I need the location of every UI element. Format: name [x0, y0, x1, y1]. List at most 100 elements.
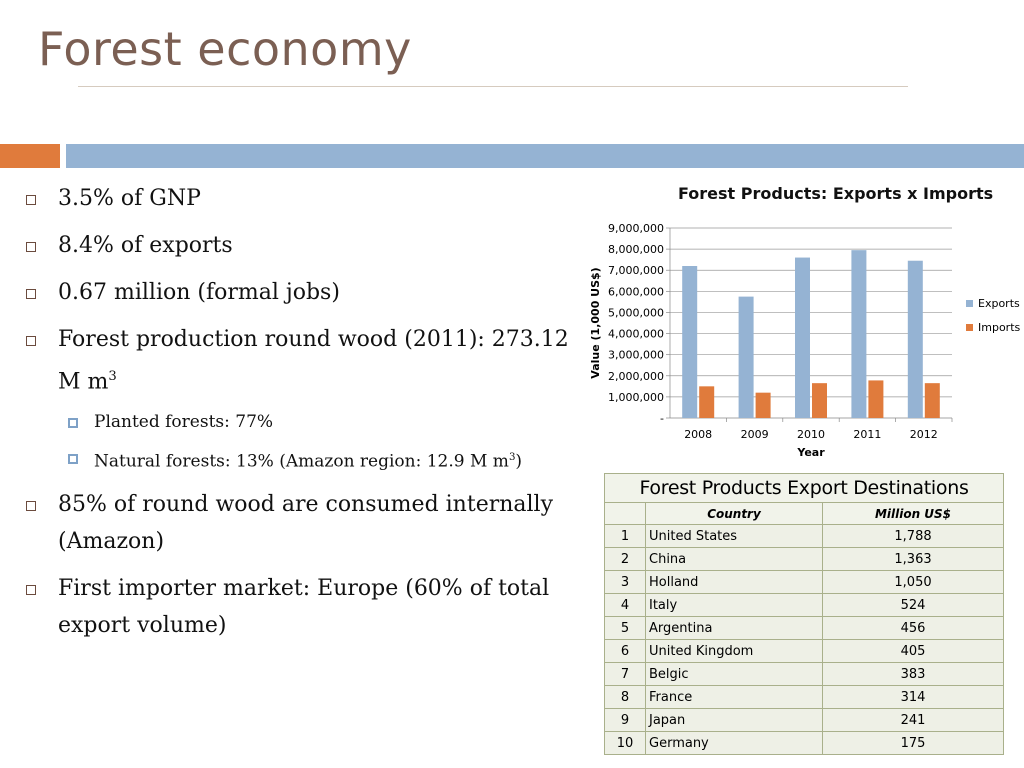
- y-axis-label: Value (1,000 US$): [589, 267, 602, 378]
- x-axis-label: Year: [796, 446, 825, 459]
- row-rank: 9: [604, 708, 646, 732]
- y-tick-label: -: [660, 412, 664, 425]
- table-row: 6 United Kingdom 405: [604, 639, 1004, 663]
- legend-swatch-exports: [966, 300, 973, 307]
- bullet-superscript: 3: [108, 369, 117, 384]
- sub-bullet-tail: ): [515, 451, 523, 472]
- bullet-text: 8.4% of exports: [58, 233, 233, 258]
- bullet-square-icon: [26, 289, 36, 299]
- accent-band-blue: [66, 144, 1024, 168]
- bar-imports: [755, 392, 771, 418]
- sub-bullet-item: Natural forests: 13% (Amazon region: 12.…: [22, 446, 582, 474]
- bullet-square-icon: [26, 584, 36, 595]
- x-tick-label: 2009: [741, 428, 769, 441]
- row-country: Italy: [645, 593, 823, 617]
- bullet-list: 3.5% of GNP 8.4% of exports 0.67 million…: [22, 180, 582, 654]
- bullet-text: 85% of round wood are consumed internall…: [58, 491, 554, 554]
- row-value: 241: [822, 708, 1004, 732]
- row-rank: 4: [604, 593, 646, 617]
- row-rank: 7: [604, 662, 646, 686]
- y-tick-label: 5,000,000: [608, 306, 664, 319]
- x-tick-label: 2011: [853, 428, 881, 441]
- row-rank: 8: [604, 685, 646, 709]
- bullet-square-icon: [26, 336, 36, 346]
- bullet-text: First importer market: Europe (60% of to…: [58, 575, 550, 638]
- x-tick-label: 2010: [797, 428, 825, 441]
- table-row: 4 Italy 524: [604, 593, 1004, 617]
- bar-exports: [682, 266, 698, 418]
- table-row: 2 China 1,363: [604, 547, 1004, 571]
- bar-exports: [907, 260, 923, 418]
- accent-band-orange: [0, 144, 60, 168]
- table-header-row: Country Million US$: [604, 502, 1004, 525]
- table-row: 7 Belgic 383: [604, 662, 1004, 686]
- row-rank: 6: [604, 639, 646, 663]
- sub-bullet-square-icon: [68, 418, 78, 429]
- sub-bullet-square-icon: [68, 454, 78, 465]
- exports-imports-chart: - 1,000,000 2,000,000 3,000,000 4,000,000 5,0…: [589, 222, 1021, 459]
- header-country: Country: [645, 502, 823, 525]
- row-value: 314: [822, 685, 1004, 709]
- row-value: 1,050: [822, 570, 1004, 594]
- table-row: 10 Germany 175: [604, 731, 1004, 755]
- y-tick-label: 1,000,000: [608, 391, 664, 404]
- row-country: United Kingdom: [645, 639, 823, 663]
- sub-bullet-text: Planted forests: 77%: [94, 412, 274, 433]
- bullet-square-icon: [26, 195, 36, 205]
- export-destinations-table: Forest Products Export Destinations Coun…: [604, 473, 1004, 755]
- row-rank: 1: [604, 524, 646, 548]
- row-country: Holland: [645, 570, 823, 594]
- header-rank: [604, 502, 646, 525]
- row-rank: 5: [604, 616, 646, 640]
- bullet-text: Forest production round wood (2011): 273…: [58, 327, 569, 395]
- bullet-item: 3.5% of GNP: [22, 180, 582, 217]
- row-value: 1,363: [822, 547, 1004, 571]
- table-row: 9 Japan 241: [604, 708, 1004, 732]
- row-value: 383: [822, 662, 1004, 686]
- row-value: 1,788: [822, 524, 1004, 548]
- bullet-square-icon: [26, 500, 36, 511]
- y-tick-label: 7,000,000: [608, 264, 664, 277]
- x-tick-label: 2008: [684, 428, 712, 441]
- legend-label-imports: Imports: [978, 321, 1021, 334]
- sub-bullet-text: Natural forests: 13% (Amazon region: 12.…: [94, 451, 509, 472]
- sub-bullet-superscript: 3: [508, 452, 516, 464]
- y-tick-label: 2,000,000: [608, 370, 664, 383]
- bar-exports: [738, 296, 754, 418]
- table-caption-row: Forest Products Export Destinations: [604, 473, 1004, 503]
- row-rank: 2: [604, 547, 646, 571]
- row-value: 456: [822, 616, 1004, 640]
- row-country: United States: [645, 524, 823, 548]
- row-country: France: [645, 685, 823, 709]
- row-country: Argentina: [645, 616, 823, 640]
- legend-swatch-imports: [966, 324, 973, 331]
- row-value: 524: [822, 593, 1004, 617]
- bar-exports: [851, 250, 867, 418]
- row-country: Japan: [645, 708, 823, 732]
- row-rank: 3: [604, 570, 646, 594]
- table-row: 5 Argentina 456: [604, 616, 1004, 640]
- chart-title: Forest Products: Exports x Imports: [678, 184, 994, 203]
- y-tick-label: 6,000,000: [608, 285, 664, 298]
- bullet-item: 85% of round wood are consumed internall…: [22, 486, 582, 560]
- bar-exports: [795, 257, 810, 418]
- y-tick-label: 9,000,000: [608, 222, 664, 235]
- slide-title: Forest economy: [38, 22, 412, 76]
- title-divider: [78, 86, 908, 87]
- row-country: China: [645, 547, 823, 571]
- y-tick-label: 3,000,000: [608, 349, 664, 362]
- table-row: 1 United States 1,788: [604, 524, 1004, 548]
- header-value: Million US$: [822, 502, 1004, 525]
- row-rank: 10: [604, 731, 646, 755]
- table-row: 8 France 314: [604, 685, 1004, 709]
- bar-imports: [699, 386, 715, 418]
- bullet-text: 3.5% of GNP: [58, 186, 201, 211]
- table-row: 3 Holland 1,050: [604, 570, 1004, 594]
- bullet-item: First importer market: Europe (60% of to…: [22, 570, 582, 644]
- bullet-item: Forest production round wood (2011): 273…: [22, 321, 582, 400]
- row-country: Belgic: [645, 662, 823, 686]
- bullet-item: 0.67 million (formal jobs): [22, 274, 582, 311]
- y-tick-label: 8,000,000: [608, 243, 664, 256]
- bullet-square-icon: [26, 242, 36, 252]
- table-caption: Forest Products Export Destinations: [604, 473, 1004, 503]
